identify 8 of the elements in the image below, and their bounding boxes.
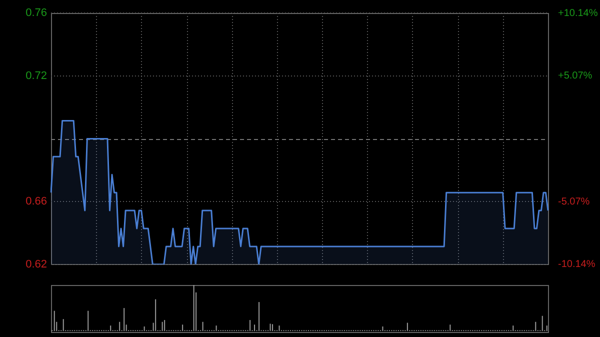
y2-tick-label: +10.14% xyxy=(558,8,598,19)
y-tick-label: 0.76 xyxy=(26,7,47,20)
y-tick-label: 0.62 xyxy=(26,258,47,270)
y-tick-label: 0.72 xyxy=(26,70,47,82)
y2-tick-label: -5.07% xyxy=(558,196,590,208)
y2-tick-label: -10.14% xyxy=(558,259,596,270)
y2-tick-label: +5.07% xyxy=(558,70,592,82)
y-tick-label: 0.66 xyxy=(26,196,47,208)
